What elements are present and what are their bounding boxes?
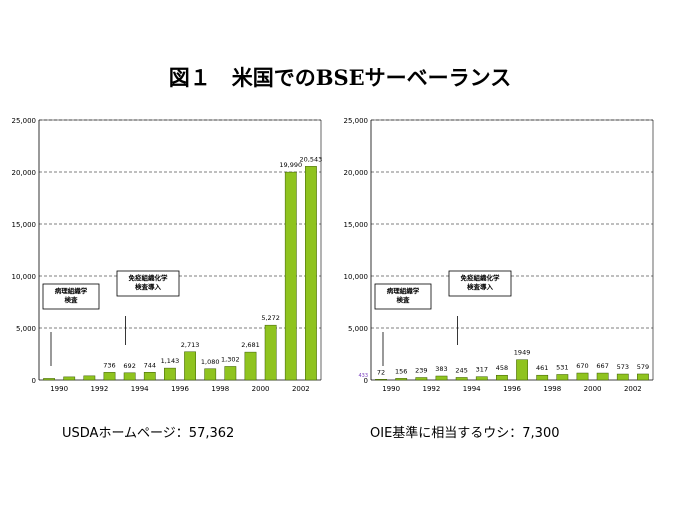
oie-bar (516, 359, 528, 381)
usda-bar-chart: 0 5,000 10,000 15,000 20,000 25,000 1990 1992 73… (12, 117, 323, 393)
oie-data-label: 531 (556, 363, 568, 371)
oie-data-label: 573 (617, 363, 629, 371)
usda-data-label: 1,080 (201, 358, 220, 366)
oie-x-tick-label: 2000 (584, 385, 602, 393)
usda-data-label: 692 (123, 362, 135, 370)
usda-y-tick-label: 5,000 (16, 325, 36, 333)
usda-y-tick-label: 0 (32, 377, 36, 385)
oie-data-label: 667 (596, 362, 608, 370)
usda-x-tick-label: 1992 (91, 385, 109, 393)
usda-bar (244, 351, 257, 381)
usda-annotation-box (116, 270, 180, 297)
usda-data-label: 1,302 (221, 355, 240, 363)
usda-bar (123, 372, 136, 381)
usda-bar (143, 372, 156, 381)
oie-bar-chart: 0 5,000 10,000 15,000 20,000 25,000 72 1990 156 2… (344, 117, 654, 393)
oie-data-label: 461 (536, 364, 548, 372)
oie-bar (576, 372, 589, 381)
oie-x-tick-label: 1998 (543, 385, 561, 393)
oie-bar (496, 374, 508, 381)
oie-bar (556, 374, 569, 381)
oie-bar (596, 372, 609, 381)
usda-y-tick-label: 10,000 (12, 273, 37, 281)
oie-data-label: 156 (395, 367, 407, 375)
usda-x-tick-label: 1998 (211, 385, 229, 393)
usda-bar (284, 171, 297, 381)
usda-data-label: 20,543 (300, 155, 323, 163)
slide-title: 図１ 米国でのBSEサーベーランス (168, 65, 512, 90)
oie-bar (475, 376, 488, 381)
usda-bar (43, 378, 55, 381)
usda-bar (164, 367, 176, 381)
oie-x-tick-label: 1994 (463, 385, 481, 393)
oie-bar (395, 378, 408, 381)
oie-data-label: 245 (455, 366, 467, 374)
oie-bar (435, 375, 448, 381)
oie-data-label: 1949 (514, 349, 531, 357)
usda-y-tick-label: 25,000 (12, 117, 37, 125)
oie-chart-panel: 0 5,000 10,000 15,000 20,000 25,000 72 1990 156 2… (335, 110, 655, 410)
oie-bar (415, 377, 428, 381)
usda-bar (103, 372, 116, 381)
oie-data-label: 579 (637, 363, 649, 371)
oie-y-tick-label: 20,000 (344, 169, 369, 177)
usda-data-label: 19,990 (279, 161, 302, 169)
oie-extra-label: 433 (358, 373, 368, 379)
oie-annotation-text: 検査導入 (467, 282, 494, 291)
oie-x-tick-label: 1992 (423, 385, 441, 393)
oie-y-tick-label: 15,000 (344, 221, 369, 229)
usda-bar (83, 375, 96, 381)
usda-annotation-text: 病理組織学 (55, 286, 88, 295)
usda-x-tick-label: 2000 (252, 385, 270, 393)
oie-y-tick-label: 10,000 (344, 273, 369, 281)
oie-data-label: 383 (435, 365, 447, 373)
oie-caption: OIE基準に相当するウシ：7,300 (370, 426, 560, 441)
oie-data-label: 317 (476, 366, 488, 374)
oie-bar (616, 373, 629, 381)
oie-annotation-box (448, 270, 512, 297)
usda-bar (63, 376, 76, 381)
usda-annotation-text: 免疫組織化学 (129, 273, 169, 282)
oie-x-tick-label: 1990 (382, 385, 400, 393)
usda-data-label: 2,681 (241, 341, 260, 349)
oie-annotation-text: 検査 (397, 295, 411, 304)
oie-x-tick-label: 2002 (624, 385, 642, 393)
oie-bar (637, 373, 649, 381)
usda-bar (224, 366, 237, 381)
usda-data-label: 736 (103, 361, 115, 369)
oie-y-tick-label: 0 (364, 377, 368, 385)
usda-chart-panel: 0 5,000 10,000 15,000 20,000 25,000 1990 1992 73… (3, 110, 323, 410)
oie-data-label: 670 (576, 362, 588, 370)
oie-y-tick-label: 25,000 (344, 117, 369, 125)
usda-data-label: 2,713 (181, 341, 200, 349)
usda-data-label: 1,143 (161, 357, 180, 365)
usda-data-label: 744 (144, 361, 156, 369)
usda-x-tick-label: 1996 (171, 385, 189, 393)
usda-data-label: 5,272 (261, 314, 280, 322)
usda-bar (264, 324, 277, 381)
usda-x-tick-label: 2002 (292, 385, 310, 393)
usda-x-tick-label: 1994 (131, 385, 149, 393)
usda-bar (184, 351, 196, 381)
oie-bar (536, 374, 549, 381)
oie-y-tick-label: 5,000 (348, 325, 368, 333)
usda-annotation-box (42, 283, 100, 310)
usda-y-tick-label: 15,000 (12, 221, 37, 229)
oie-annotation-text: 病理組織学 (387, 286, 420, 295)
oie-data-label: 239 (415, 367, 427, 375)
oie-data-label: 458 (496, 364, 508, 372)
oie-x-tick-label: 1996 (503, 385, 521, 393)
usda-annotation-text: 検査導入 (135, 282, 162, 291)
oie-bar (375, 379, 387, 381)
oie-annotation-box (374, 283, 432, 310)
usda-caption: USDAホームページ：57,362 (62, 426, 235, 441)
usda-bar (204, 368, 217, 381)
oie-bar (455, 377, 468, 381)
usda-bar (305, 166, 317, 381)
usda-y-tick-label: 20,000 (12, 169, 37, 177)
oie-data-label: 72 (377, 368, 385, 376)
usda-x-tick-label: 1990 (50, 385, 68, 393)
oie-annotation-text: 免疫組織化学 (461, 273, 501, 282)
usda-annotation-text: 検査 (65, 295, 79, 304)
